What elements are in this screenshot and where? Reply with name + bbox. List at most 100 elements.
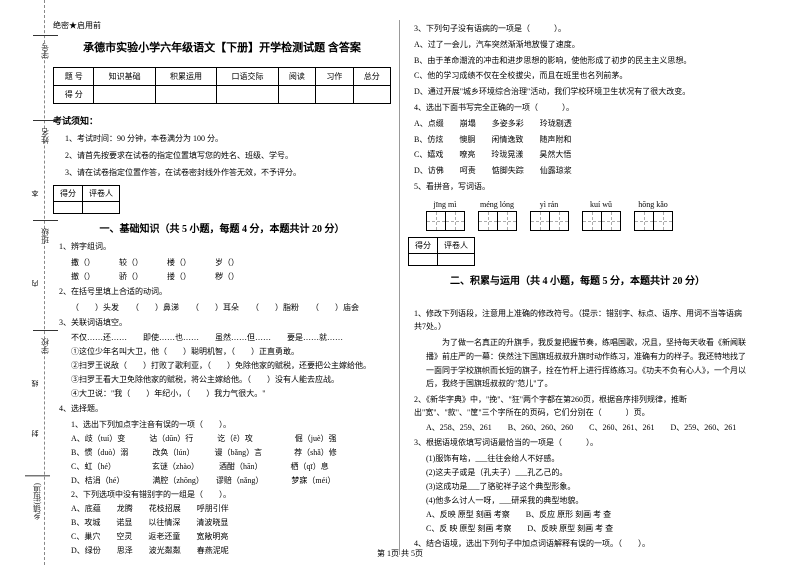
right-column: 3、下列句子没有语病的一项是（ ）。 A、过了一会儿，汽车突然渐渐地放慢了速度。… — [400, 20, 755, 555]
td-score: 得 分 — [54, 86, 94, 104]
s2q3-item: C、反 映 原型 刻画 考察 D、反映 原型 刻画 考 查 — [426, 523, 747, 535]
side-label-class: 班级 — [33, 220, 58, 244]
q1-row2: 撤（） 骄（） 搂（） 秽（） — [71, 271, 391, 283]
q3-item: 不仅……还…… 即使……也…… 虽然……但…… 要是……就…… — [71, 332, 391, 344]
r-item: 3、下列句子没有语病的一项是（ ）。 — [414, 23, 747, 36]
r-item: C、他的学习成绩不仅在全校拔尖，而且在班里也名列前茅。 — [414, 70, 747, 83]
char-box — [445, 211, 465, 231]
char-box — [653, 211, 673, 231]
pinyin-label: méng lóng — [480, 200, 514, 209]
th-5: 习作 — [316, 68, 353, 86]
q4-item: C、巢穴 空灵 返老还童 宽敞明亮 — [71, 531, 391, 543]
mini-grader: 评卷人 — [83, 186, 120, 202]
side-label-town: 乡镇(街道) — [25, 475, 50, 520]
q1-row1: 撒（） 较（） 楼（） 岁（） — [71, 257, 391, 269]
table-row: 题 号 知识基础 积累运用 口语交际 阅读 习作 总分 — [54, 68, 391, 86]
side-cut-4: 封 — [30, 430, 40, 437]
pinyin-label: jīng mì — [434, 200, 457, 209]
side-label-id: 学号 — [33, 35, 58, 59]
q4-label: 4、选择题。 — [59, 403, 391, 416]
th-3: 口语交际 — [217, 68, 278, 86]
pinyin-label: hōng kǎo — [638, 200, 668, 209]
r-item: A、点缀 崩塌 多姿多彩 玲珑剔透 — [414, 118, 747, 131]
mini-score: 得分 — [409, 237, 438, 253]
char-box — [582, 211, 602, 231]
section1-title: 一、基础知识（共 5 小题，每题 4 分，本题共计 20 分） — [53, 220, 391, 235]
s2q3-item: (3)这成功是___了骆驼祥子这个典型形象。 — [426, 481, 747, 493]
q2-line: （ ）头发 （ ）鼻涕 （ ）耳朵 （ ）脂粉 （ ）庙会 — [71, 302, 391, 314]
page-footer: 第 1页 共 5页 — [0, 548, 800, 559]
char-box — [478, 211, 498, 231]
section1-row: 得分评卷人 — [53, 185, 391, 214]
q4-item: A、歧（tuí）变 诂（dūn）行 讫（ě）攻 倔（juè）强 — [71, 433, 391, 445]
pinyin-boxes: jīng mì méng lóng yì rán kuí wǔ hōng kǎo — [426, 200, 747, 231]
q2-label: 2、在括号里填上合适的动词。 — [59, 286, 391, 299]
q1-label: 1、辨字组词。 — [59, 241, 391, 254]
s2q1-text: 为了做一名真正的升旗手，我反复把握节奏，练唱国歌，况且，坚持每天收看《新闻联播》… — [426, 336, 747, 390]
section2-row: 得分评卷人 — [408, 237, 747, 266]
r-item: D、通过开展"城乡环境综合治理"活动，我们学校环境卫生状况有了很大改变。 — [414, 86, 747, 99]
char-box — [497, 211, 517, 231]
s2q2-opts: A、258、259、261 B、260、260、260 C、260、261、26… — [426, 422, 747, 434]
th-num: 题 号 — [54, 68, 94, 86]
pinyin-group: yì rán — [530, 200, 568, 231]
th-2: 积累运用 — [155, 68, 216, 86]
r-item: A、过了一会儿，汽车突然渐渐地放慢了速度。 — [414, 39, 747, 52]
s2q1-label: 1、修改下列语段，注意用上准确的修改符号。（提示：错别字、标点、语序、用词不当等… — [414, 308, 747, 334]
page-container: 绝密★启用前 承德市实验小学六年级语文【下册】开学检测试题 含答案 题 号 知识… — [0, 0, 800, 565]
pinyin-group: méng lóng — [478, 200, 516, 231]
r-item: 4、选出下面书写完全正确的一项（ ）。 — [414, 102, 747, 115]
th-1: 知识基础 — [94, 68, 155, 86]
mini-score: 得分 — [54, 186, 83, 202]
s2q3-item: (4)他多么讨人一呀，___研采我的典型地貌。 — [426, 495, 747, 507]
left-column: 绝密★启用前 承德市实验小学六年级语文【下册】开学检测试题 含答案 题 号 知识… — [45, 20, 400, 555]
char-box — [549, 211, 569, 231]
q4-item: C、虹（hé） 玄谜（zhào） 酒酣（hān） 栖（qī）息 — [71, 461, 391, 473]
mini-grader: 评卷人 — [438, 237, 475, 253]
s2q3-item: A、反映 原型 刻画 考察 B、反应 原形 刻画 考 查 — [426, 509, 747, 521]
pinyin-label: yì rán — [540, 200, 558, 209]
q3-item: ②扫罗王说敌（ ）打败了歌利亚，（ ）免除他家的赋税，还要把公主嫁给他。 — [71, 360, 391, 372]
pinyin-group: jīng mì — [426, 200, 464, 231]
r-item: 5、看拼音，写词语。 — [414, 181, 747, 194]
table-row: 得 分 — [54, 86, 391, 104]
s2q3-label: 3、根据语境依填写词语最恰当的一项是（ ）。 — [414, 437, 747, 450]
notice-item: 1、考试时间：90 分钟，本卷满分为 100 分。 — [65, 133, 391, 145]
q4-item: D、桔涓（hé） 满腔（zhōng） 谬赔（nǎng） 梦寐（méi） — [71, 475, 391, 487]
q3-item: ④大卫说："我（ ）年纪小，（ ）我力气很大。" — [71, 388, 391, 400]
char-box — [426, 211, 446, 231]
notice-item: 3、请在试卷指定位置作答，在试卷密封线外作答无效，不予评分。 — [65, 167, 391, 179]
side-label-name: 姓名 — [33, 120, 58, 144]
r-item: B、由于革命潮流的冲击和进步思想的影响，使他形成了初步的民主主义思想。 — [414, 55, 747, 68]
q3-item: ③扫罗王看大卫免除他家的赋税，将公主嫁给他。（ ）没有人能去应战。 — [71, 374, 391, 386]
char-box — [530, 211, 550, 231]
confidential-label: 绝密★启用前 — [53, 20, 391, 31]
s2q2-label: 2、《新华字典》中，"挽"、"狂"两个字都在第260页，根据音序排列规律，推断出… — [414, 394, 747, 420]
pinyin-group: hōng kǎo — [634, 200, 672, 231]
notice-header: 考试须知： — [53, 114, 391, 127]
pinyin-label: kuí wǔ — [590, 200, 612, 209]
q4-item: A、底蕴 龙腾 花枝招展 呼朋引伴 — [71, 503, 391, 515]
score-table: 题 号 知识基础 积累运用 口语交际 阅读 习作 总分 得 分 — [53, 67, 391, 104]
section2-title: 二、积累与运用（共 4 小题，每题 5 分，本题共计 20 分） — [408, 272, 747, 287]
side-cut-2: 内 — [30, 280, 40, 287]
q4-item: B、惯（duò）溺 改奂（lún） 谩（bǎng）言 荐（shǎ）修 — [71, 447, 391, 459]
mini-score-table: 得分评卷人 — [408, 237, 475, 266]
s2q3-item: (2)这夫子或是（孔夫子）___孔乙己的。 — [426, 467, 747, 479]
q4-item: 2、下列选项中没有错别字的一组是（ ）。 — [71, 489, 391, 501]
mini-score-table: 得分评卷人 — [53, 185, 120, 214]
q3-item: ①这位少年名叫大卫，他（ ）聪明机智，（ ）正直勇敢。 — [71, 346, 391, 358]
q4-item: B、攻城 诺显 以往情深 清波晓显 — [71, 517, 391, 529]
r-item: D、访佛 呵责 惦脚失踪 仙露琼浆 — [414, 165, 747, 178]
pinyin-group: kuí wǔ — [582, 200, 620, 231]
side-cut-3: 线 — [30, 380, 40, 387]
r-item: C、嬉戏 嘹亮 玲珑晃漾 昊然大悟 — [414, 149, 747, 162]
binding-margin: 学号 姓名 班级 学校 乡镇(街道) 本 内 线 封 — [5, 0, 45, 565]
doc-title: 承德市实验小学六年级语文【下册】开学检测试题 含答案 — [53, 39, 391, 55]
char-box — [601, 211, 621, 231]
s2q3-item: (1)服饰有啥，___往往会给人不好感。 — [426, 453, 747, 465]
th-4: 阅读 — [278, 68, 315, 86]
notice-item: 2、请首先按要求在试卷的指定位置填写您的姓名、班级、学号。 — [65, 150, 391, 162]
side-cut-1: 本 — [30, 190, 40, 197]
r-item: B、仿炫 懊胴 闲情逸致 随声附和 — [414, 134, 747, 147]
